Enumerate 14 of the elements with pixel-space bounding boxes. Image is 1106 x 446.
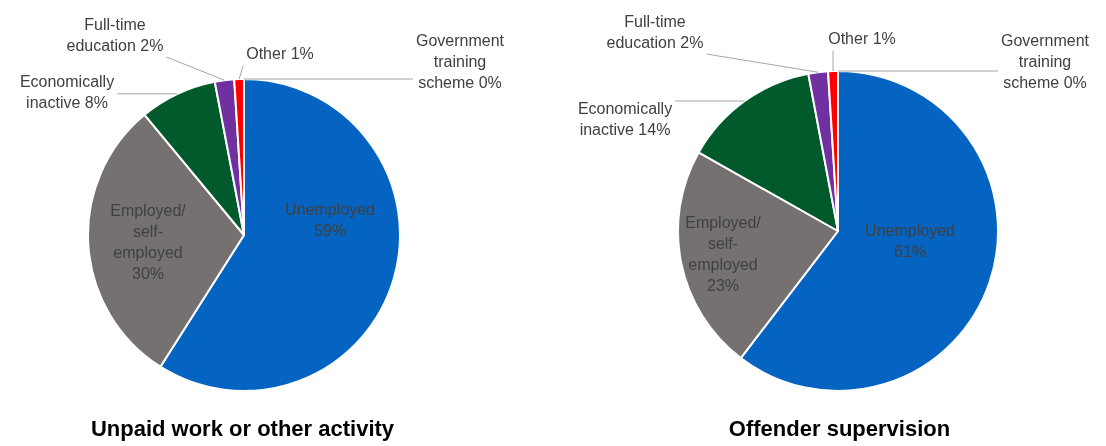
category-label: Government training scheme 0% <box>1000 32 1090 92</box>
slice-label: Economically inactive 14% <box>577 99 673 138</box>
slice-label: Other 1% <box>828 30 896 48</box>
slice-label: Full-time education 2% <box>66 15 164 54</box>
data-label: 61% <box>893 242 927 260</box>
text: Unpaid work or other activity <box>89 416 396 442</box>
slice-label: Unemployed <box>285 200 375 218</box>
slice-label: Other 1% <box>246 45 314 63</box>
slice-label: Full-time education 2% <box>606 12 704 51</box>
slice-label: Unemployed <box>865 221 955 239</box>
category-label: Government training scheme 0% <box>415 32 505 92</box>
slice-label: Economically inactive 8% <box>19 72 115 111</box>
text: Offender supervision <box>727 416 952 442</box>
data-label: 59% <box>313 221 347 239</box>
